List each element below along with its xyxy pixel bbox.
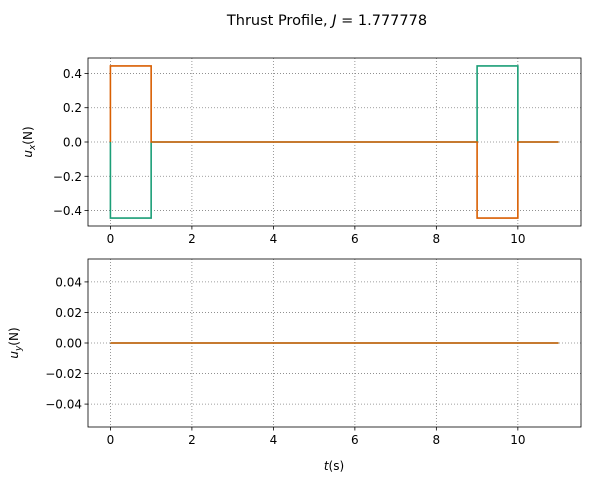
x-tick-label: 0	[107, 232, 115, 246]
series-line-2	[109, 65, 559, 219]
x-tick-label: 10	[510, 232, 525, 246]
y-tick-label: −0.02	[45, 367, 82, 381]
top-ticks: 0 2 4 6 8 10 0.4 0.2 0.0 −0.2 −0.4	[53, 67, 526, 246]
y-tick-label: 0.04	[55, 275, 82, 289]
bottom-axes: 0 2 4 6 8 10 0.04 0.02 0.00 −0.02 −0.04 uy(N) t(s)	[7, 258, 582, 473]
x-tick-label: 4	[270, 433, 278, 447]
x-tick-label: 8	[433, 232, 441, 246]
y-tick-label: 0.02	[55, 306, 82, 320]
top-y-axis-label: ux(N)	[21, 126, 38, 157]
x-tick-label: 0	[107, 433, 115, 447]
x-tick-label: 6	[351, 232, 359, 246]
x-axis-label: t(s)	[324, 459, 344, 473]
x-tick-label: 8	[433, 433, 441, 447]
x-tick-label: 4	[270, 232, 278, 246]
x-tick-label: 6	[351, 433, 359, 447]
y-tick-label: 0.00	[55, 337, 82, 351]
y-tick-label: −0.04	[45, 398, 82, 412]
x-tick-label: 2	[188, 433, 196, 447]
y-tick-label: 0.0	[63, 136, 82, 150]
x-tick-label: 2	[188, 232, 196, 246]
chart-title: Thrust Profile, J = 1.777778	[226, 13, 427, 29]
bottom-y-axis-label: uy(N)	[7, 327, 24, 358]
y-tick-label: 0.2	[63, 101, 82, 115]
y-tick-label: −0.2	[53, 170, 82, 184]
y-tick-label: 0.4	[63, 67, 82, 81]
top-axes: 0 2 4 6 8 10 0.4 0.2 0.0 −0.2 −0.4 ux(N)	[21, 57, 582, 246]
x-tick-label: 10	[510, 433, 525, 447]
top-series	[109, 65, 559, 219]
bottom-ticks: 0 2 4 6 8 10 0.04 0.02 0.00 −0.02 −0.04	[45, 275, 525, 447]
y-tick-label: −0.4	[53, 204, 82, 218]
